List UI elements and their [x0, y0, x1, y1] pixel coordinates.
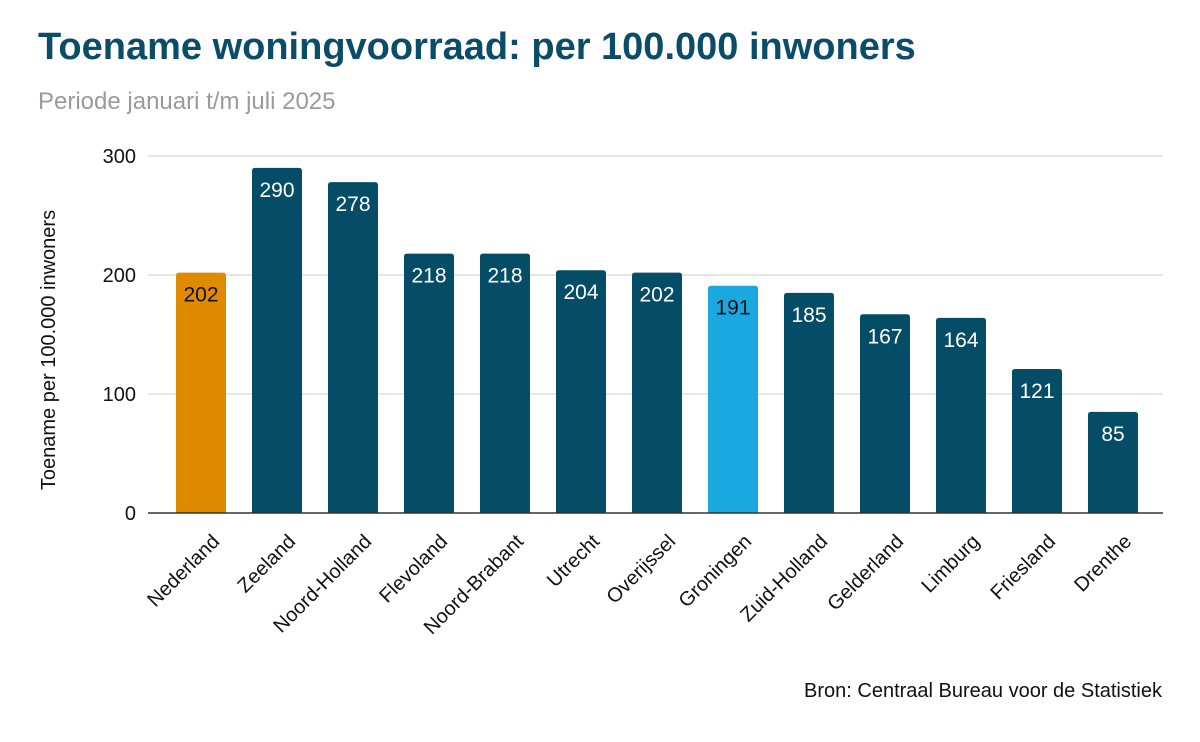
x-tick-label: Zeeland	[233, 531, 300, 598]
value-label: 218	[411, 265, 446, 288]
bars	[176, 167, 1138, 513]
x-tick-label: Utrecht	[543, 530, 604, 591]
y-axis-ticks: 0 100 200 300	[103, 146, 136, 525]
x-tick-label: Drenthe	[1070, 531, 1136, 597]
bar-limburg	[936, 317, 986, 513]
value-label: 202	[183, 284, 218, 307]
x-tick-label: Groningen	[675, 531, 757, 613]
value-label: 121	[1019, 380, 1054, 403]
chart-title: Toename woningvoorraad: per 100.000 inwo…	[38, 26, 916, 68]
x-tick-label: Friesland	[986, 531, 1060, 605]
chart-subtitle: Periode januari t/m juli 2025	[38, 88, 336, 115]
value-label: 167	[867, 325, 902, 348]
bar-zeeland	[252, 167, 302, 513]
x-tick-label: Nederland	[143, 531, 224, 612]
value-label: 191	[715, 297, 750, 320]
x-tick-label: Flevoland	[375, 531, 452, 608]
x-tick-label: Overijssel	[603, 531, 681, 609]
value-labels: 202 290 278 218 218 204 202 191 185 167 164 121 85	[183, 179, 1124, 446]
x-tick-label: Limburg	[917, 531, 984, 598]
x-tick-label: Gelderland	[823, 531, 908, 616]
bar-drenthe	[1088, 411, 1138, 513]
y-tick-label: 300	[103, 146, 136, 168]
value-label: 218	[487, 265, 522, 288]
value-label: 164	[943, 329, 978, 352]
value-label: 290	[259, 179, 294, 202]
value-label: 278	[335, 193, 370, 216]
value-label: 204	[563, 281, 598, 304]
y-tick-label: 100	[103, 384, 136, 406]
bar-zuid-holland	[784, 292, 834, 513]
bar-flevoland	[404, 253, 454, 513]
bar-noord-brabant	[480, 253, 530, 513]
bar-overijssel	[632, 272, 682, 513]
value-label: 185	[791, 304, 826, 327]
y-tick-label: 200	[103, 265, 136, 287]
bar-gelderland	[860, 314, 910, 513]
bar-friesland	[1012, 369, 1062, 513]
bar-utrecht	[556, 270, 606, 513]
bar-nederland	[176, 272, 226, 513]
value-label: 202	[639, 284, 674, 307]
source-note: Bron: Centraal Bureau voor de Statistiek	[804, 680, 1162, 702]
bar-noord-holland	[328, 182, 378, 513]
y-axis-title: Toename per 100.000 inwoners	[38, 210, 60, 490]
y-tick-label: 0	[125, 503, 136, 525]
value-label: 85	[1101, 423, 1124, 446]
bar-groningen	[708, 285, 758, 513]
